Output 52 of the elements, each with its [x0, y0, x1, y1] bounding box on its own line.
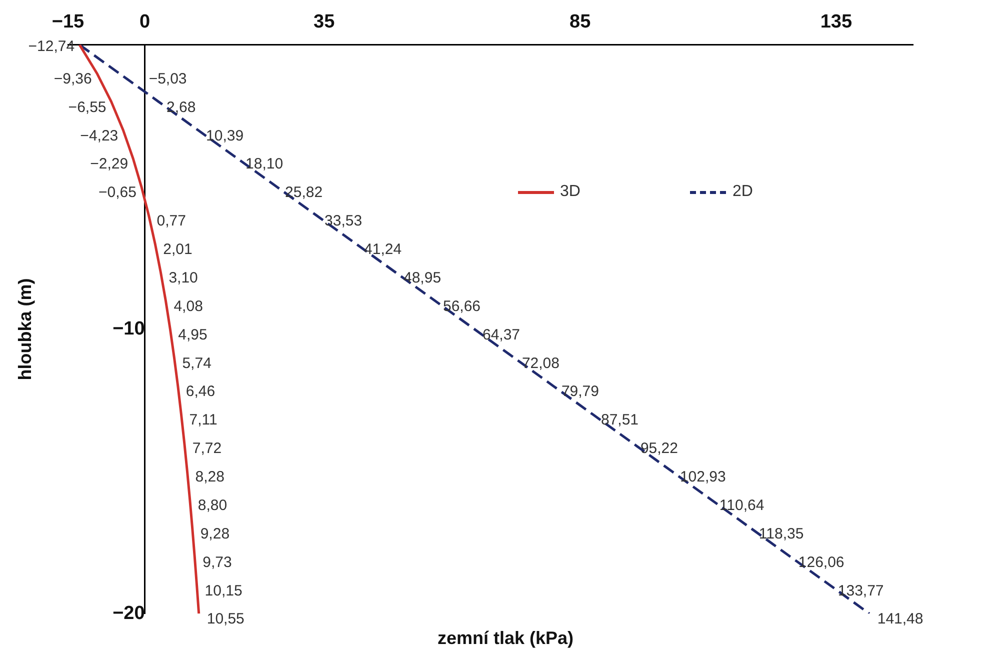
data-label: 6,46	[186, 383, 216, 400]
y-tick-label: −10	[112, 318, 145, 340]
x-tick-label: 85	[570, 12, 592, 33]
x-tick-label: 135	[820, 12, 852, 33]
data-label: 7,11	[189, 412, 218, 429]
x-tick-label: 35	[313, 12, 336, 33]
data-label: 133,77	[838, 582, 884, 600]
data-label: 8,80	[198, 496, 228, 514]
data-label: 2,68	[166, 98, 196, 116]
legend-label: 3D	[560, 183, 580, 201]
data-label: 72,08	[522, 354, 560, 372]
data-label: 118,35	[758, 525, 804, 542]
x-tick-label: 0	[140, 12, 150, 33]
data-label: 41,24	[364, 241, 402, 258]
x-axis-title: zemní tlak (kPa)	[436, 628, 575, 649]
data-label: 56,66	[442, 298, 481, 315]
legend-label: 2D	[732, 183, 753, 201]
data-label: 87,51	[600, 412, 639, 429]
data-label: −6,55	[68, 98, 106, 116]
data-label: −4,23	[80, 127, 118, 144]
data-label: 25,82	[285, 184, 323, 202]
y-tick-label: −20	[112, 602, 145, 624]
data-label: −9,36	[54, 70, 92, 88]
data-label: −0,65	[98, 184, 136, 202]
data-label: 141,48	[877, 610, 924, 628]
data-label: 48,95	[404, 269, 442, 286]
data-label: 3,10	[168, 269, 198, 286]
data-label: −2,29	[90, 156, 128, 173]
data-label: 5,74	[182, 354, 212, 372]
data-label: 126,06	[798, 554, 844, 571]
data-label: 7,72	[192, 440, 222, 458]
data-label: 95,22	[640, 440, 678, 458]
data-label: 0,77	[156, 212, 186, 230]
data-label: 79,79	[561, 383, 599, 400]
data-label: −12,74	[28, 38, 75, 55]
data-label: −5,03	[148, 70, 187, 88]
data-label: 110,64	[719, 496, 764, 514]
data-label: 9,28	[200, 525, 230, 542]
data-label: 4,08	[174, 298, 203, 315]
data-label: 2,01	[163, 241, 192, 258]
data-label: 18,10	[246, 156, 284, 173]
data-label: 10,39	[206, 127, 244, 144]
data-label: 4,95	[178, 326, 208, 344]
data-label: 8,28	[195, 468, 224, 486]
data-label: 9,73	[202, 554, 232, 571]
data-label: 33,53	[324, 212, 362, 230]
data-label: 64,37	[482, 326, 520, 344]
data-label: 10,55	[206, 610, 244, 628]
data-label: 102,93	[680, 468, 726, 486]
y-axis-title: hloubka (m)	[14, 278, 35, 380]
data-label: 10,15	[204, 582, 242, 600]
x-tick-label: −15	[52, 12, 85, 33]
